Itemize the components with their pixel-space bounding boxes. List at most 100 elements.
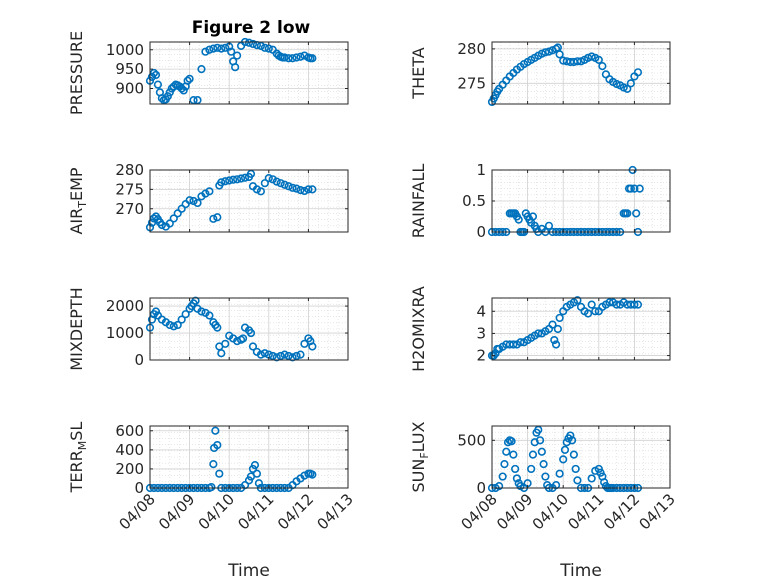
x-tick-label: 04/12 xyxy=(274,490,317,533)
figure-title: Figure 2 low xyxy=(192,18,311,38)
x-tick-label: 04/09 xyxy=(493,490,536,533)
data-point xyxy=(217,44,226,53)
data-series xyxy=(145,296,317,362)
data-point xyxy=(528,450,538,459)
data-point xyxy=(165,219,174,228)
data-point xyxy=(221,339,230,348)
data-point xyxy=(550,335,559,345)
data-series xyxy=(487,43,643,107)
data-point xyxy=(288,183,297,192)
axes-box xyxy=(149,169,349,233)
subplot-5: 0 1000 2000 MIXDEPTH xyxy=(67,287,349,371)
data-point xyxy=(153,80,163,89)
data-point xyxy=(213,213,222,222)
data-point xyxy=(284,54,293,63)
data-point xyxy=(308,185,317,194)
data-point xyxy=(147,218,157,227)
y-tick-label: 4 xyxy=(476,302,486,320)
data-point xyxy=(240,173,250,182)
y-tick-label: 1000 xyxy=(106,41,144,59)
data-point xyxy=(584,309,593,318)
data-point xyxy=(256,187,265,196)
data-point xyxy=(553,324,562,334)
data-point xyxy=(149,68,159,78)
data-point xyxy=(626,79,635,88)
data-point xyxy=(587,474,596,483)
data-point xyxy=(231,63,240,72)
data-point xyxy=(169,322,178,331)
subplot-6: 2 3 4 H2OMIXRA xyxy=(409,286,671,372)
data-point xyxy=(516,338,525,347)
data-point xyxy=(252,469,262,478)
y-tick-label: 200 xyxy=(115,460,144,478)
data-point xyxy=(193,198,202,208)
data-point xyxy=(512,474,522,483)
y-tick-label: 0 xyxy=(476,223,486,241)
data-point xyxy=(551,44,561,53)
y-tick-label: 270 xyxy=(115,200,144,218)
data-point xyxy=(272,177,281,186)
data-point xyxy=(594,55,603,65)
y-tick-label: 950 xyxy=(115,60,144,78)
data-point xyxy=(630,300,639,309)
x-tick-label: 04/11 xyxy=(564,490,607,533)
data-point xyxy=(173,320,182,330)
data-point xyxy=(292,53,301,62)
x-tick-label: 04/10 xyxy=(195,490,238,533)
data-point xyxy=(260,349,269,358)
data-point xyxy=(296,350,305,359)
y-tick-label: 280 xyxy=(115,161,144,179)
data-point xyxy=(541,472,550,481)
data-point xyxy=(514,215,523,224)
y-axis-label: RAINFALL xyxy=(409,164,428,239)
data-point xyxy=(498,472,507,481)
data-point xyxy=(207,482,216,492)
y-tick-label: 0 xyxy=(476,479,486,497)
data-point xyxy=(221,177,230,186)
data-point xyxy=(623,209,632,218)
y-tick-label: 1 xyxy=(476,161,486,179)
data-point xyxy=(587,300,596,309)
data-point xyxy=(509,340,518,349)
data-point xyxy=(211,426,220,435)
data-point xyxy=(304,185,313,194)
axes-box xyxy=(149,297,349,361)
y-tick-label: 1000 xyxy=(106,324,144,342)
data-point xyxy=(264,44,273,53)
data-point xyxy=(509,450,518,459)
data-point xyxy=(511,464,520,474)
data-point xyxy=(308,54,317,63)
y-axis-label: PRESSURE xyxy=(67,31,86,115)
data-point xyxy=(502,447,511,456)
data-point xyxy=(280,180,289,189)
data-point xyxy=(236,174,246,183)
data-point xyxy=(229,175,238,184)
y-tick-label: 0 xyxy=(134,479,144,497)
data-point xyxy=(626,184,635,193)
data-point xyxy=(205,45,214,54)
data-point xyxy=(246,169,256,178)
y-axis-label: AIRTEMP xyxy=(67,167,89,234)
data-point xyxy=(189,196,198,206)
data-point xyxy=(573,476,582,485)
data-point xyxy=(256,41,265,50)
x-tick-label: 04/11 xyxy=(234,490,277,533)
axes-box xyxy=(149,425,349,489)
data-point xyxy=(559,455,568,464)
y-tick-label: 400 xyxy=(115,441,144,459)
data-point xyxy=(541,48,550,57)
data-point xyxy=(191,296,200,305)
data-point xyxy=(189,96,198,105)
data-point xyxy=(149,214,159,223)
x-tick-label: 04/10 xyxy=(529,490,572,533)
data-point xyxy=(633,68,643,77)
data-point xyxy=(183,76,192,85)
axes-box xyxy=(491,41,671,105)
y-axis-label: TERRMSL xyxy=(67,422,89,494)
data-point xyxy=(209,44,218,53)
data-point xyxy=(213,323,222,332)
data-point xyxy=(296,52,305,61)
data-point xyxy=(598,62,607,71)
